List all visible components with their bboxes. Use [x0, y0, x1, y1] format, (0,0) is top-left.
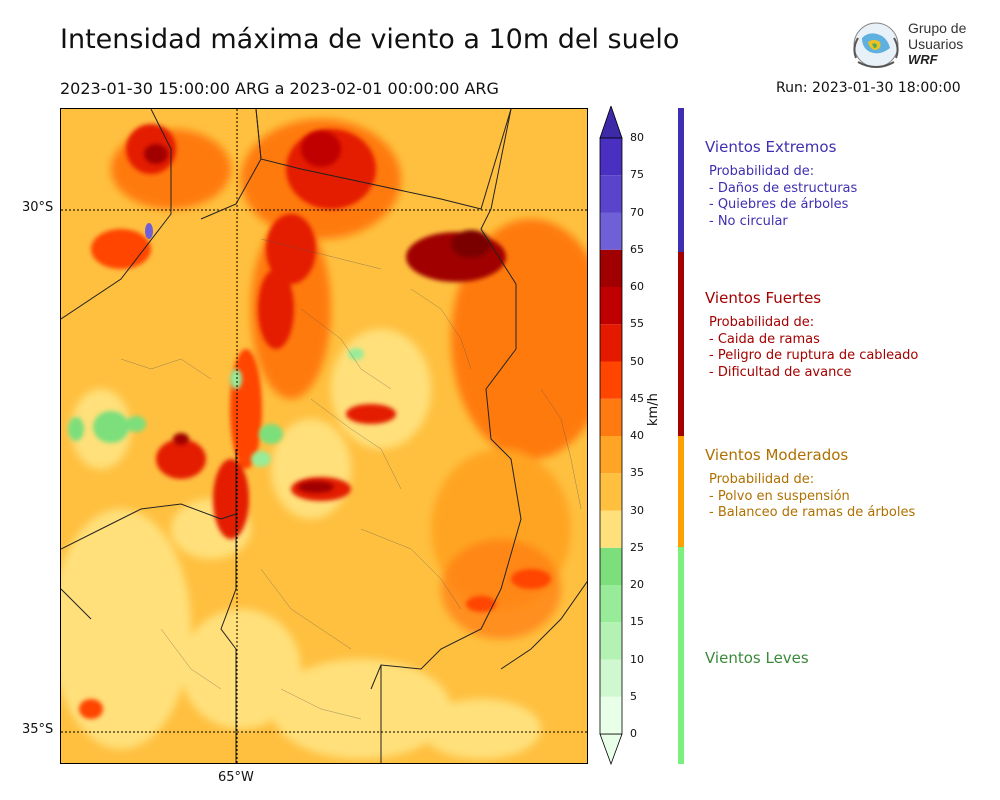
category-title: Vientos Leves — [705, 649, 809, 667]
colorbar-segment — [600, 324, 622, 362]
calm-wind-zones — [68, 348, 364, 467]
colorbar-tick-label: 40 — [630, 429, 644, 442]
forecast-period: 2023-01-30 15:00:00 ARG a 2023-02-01 00:… — [60, 79, 499, 98]
category-strong: Vientos Fuertes Probabilidad de: - Caida… — [705, 289, 918, 381]
extreme-wind-cell — [145, 223, 153, 239]
colorbar-segment — [600, 138, 622, 176]
wind-intensity-map — [60, 108, 588, 764]
colorbar-tick-label: 35 — [630, 466, 644, 480]
colorbar-tick-label: 75 — [630, 168, 644, 182]
very-strong-wind-zones — [144, 131, 506, 493]
colorbar-segment — [600, 175, 622, 213]
colorbar-tick-label: 20 — [630, 578, 644, 591]
colorbar-segment — [600, 510, 622, 548]
logo-text-line2: Usuarios — [908, 36, 964, 52]
category-light: Vientos Leves — [705, 649, 809, 667]
colorbar-tick-label: 30 — [630, 503, 644, 517]
colorbar-segment — [600, 287, 622, 325]
colorbar-segment — [600, 622, 622, 660]
colorbar-segment — [600, 547, 622, 585]
colorbar-tick-label: 70 — [630, 205, 644, 219]
category-title: Vientos Moderados — [705, 446, 849, 464]
category-description: Probabilidad de: - Caida de ramas - Peli… — [709, 315, 919, 380]
light-category-bar — [678, 547, 684, 764]
colorbar-unit: km/h — [646, 393, 661, 426]
colorbar-tick-label: 50 — [630, 354, 644, 368]
colorbar-segment — [600, 212, 622, 250]
lat-label-35s: 35°S — [22, 722, 54, 737]
wind-field-svg — [61, 109, 587, 763]
logo-text-line1: Grupo de — [908, 20, 967, 36]
grupo-usuarios-wrf-logo: Grupo de Usuarios WRF — [848, 18, 978, 72]
colorbar-tick-label: 15 — [630, 615, 644, 629]
extreme-category-bar — [678, 108, 684, 252]
category-extreme: Vientos Extremos Probabilidad de: - Daño… — [705, 138, 857, 230]
category-title: Vientos Fuertes — [705, 289, 822, 307]
colorbar-segment — [600, 361, 622, 399]
lat-label-30s: 30°S — [22, 200, 54, 215]
category-description: Probabilidad de: - Polvo en suspensión -… — [709, 472, 916, 520]
colorbar-top-extension — [599, 106, 623, 139]
department-borders — [120, 238, 582, 720]
run-timestamp: Run: 2023-01-30 18:00:00 — [776, 80, 961, 96]
colorbar-segment — [600, 696, 622, 734]
colorbar-segment — [600, 436, 622, 474]
colorbar-tick-label: 10 — [630, 652, 644, 666]
colorbar-segment — [600, 473, 622, 511]
colorbar-tick-label: 80 — [630, 131, 644, 144]
colorbar-segment — [600, 659, 622, 697]
colorbar-bottom-extension — [599, 733, 623, 766]
globe-logo-icon — [853, 22, 899, 68]
colorbar-tick-label: 45 — [630, 391, 644, 405]
category-title: Vientos Extremos — [705, 138, 837, 156]
colorbar-tick-label: 25 — [630, 540, 644, 554]
category-moderate: Vientos Moderados Probabilidad de: - Pol… — [705, 446, 915, 522]
lon-label-65w: 65°W — [218, 770, 254, 785]
colorbar-segment — [600, 585, 622, 623]
colorbar-frame — [599, 137, 623, 735]
strong-category-bar — [678, 252, 684, 436]
light-wind-zones — [61, 329, 541, 759]
moderate-category-bar — [678, 436, 684, 547]
graticule — [61, 109, 587, 763]
logo-text-line3: WRF — [908, 52, 938, 67]
colorbar-tick-label: 60 — [630, 280, 644, 293]
colorbar-segment — [600, 398, 622, 436]
map-title: Intensidad máxima de viento a 10m del su… — [60, 24, 680, 55]
colorbar — [599, 106, 623, 766]
colorbar-tick-label: 65 — [630, 242, 644, 256]
colorbar-tick-label: 0 — [630, 727, 637, 740]
province-borders — [61, 109, 587, 763]
category-description: Probabilidad de: - Daños de estructuras … — [709, 164, 858, 229]
colorbar-tick-label: 55 — [630, 317, 644, 331]
colorbar-segment — [600, 249, 622, 287]
colorbar-tick-label: 5 — [630, 689, 637, 703]
